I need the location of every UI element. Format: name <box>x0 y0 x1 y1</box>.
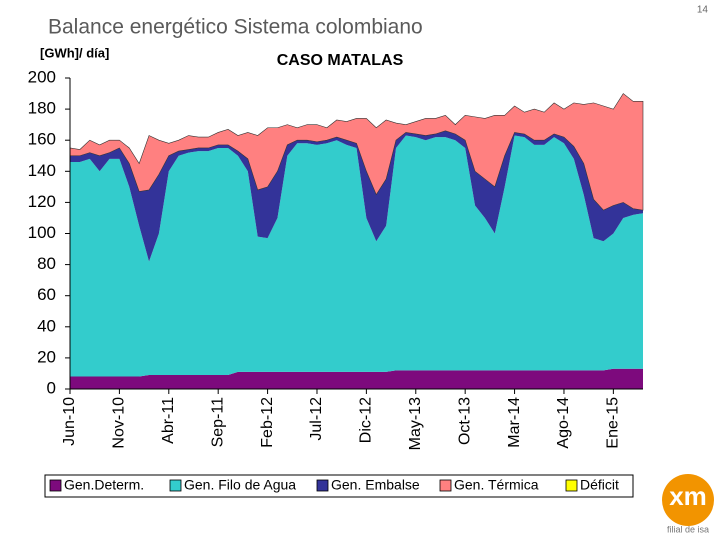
y-tick-label: 40 <box>37 316 56 335</box>
y-tick-label: 0 <box>47 378 56 397</box>
x-tick-label: Feb-12 <box>259 397 276 448</box>
y-tick-label: 100 <box>28 223 56 242</box>
y-tick-label: 180 <box>28 99 56 118</box>
y-axis-label: [GWh]/ día] <box>40 45 109 60</box>
legend-swatch <box>565 479 578 492</box>
logo-text: xm <box>669 481 707 511</box>
x-tick-label: Jun-10 <box>61 397 78 446</box>
area <box>69 93 644 211</box>
x-tick-label: Dic-12 <box>358 397 375 443</box>
y-tick-label: 60 <box>37 285 56 304</box>
area <box>70 135 643 377</box>
y-tick-label: 140 <box>28 161 56 180</box>
logo-caption: filial de isa <box>667 524 709 534</box>
x-tick-label: Ene-15 <box>605 397 622 449</box>
slide-title: Balance energético Sistema colombiano <box>48 16 423 39</box>
y-tick-label: 80 <box>37 254 56 273</box>
logo: xm filial de isa <box>662 474 714 534</box>
x-tick-label: Oct-13 <box>456 397 473 445</box>
legend-swatch <box>49 479 62 492</box>
legend-label: Gen. Filo de Agua <box>184 477 296 493</box>
legend-label: Déficit <box>580 477 619 493</box>
y-tick-label: 160 <box>28 130 56 149</box>
legend-label: Gen.Determ. <box>64 477 144 493</box>
x-tick-label: Abr-11 <box>160 397 177 444</box>
x-tick-label: Sep-11 <box>209 397 226 448</box>
chart-title: CASO MATALAS <box>277 52 404 69</box>
legend-label: Gen. Embalse <box>331 477 420 493</box>
area <box>70 368 643 389</box>
legend-box <box>44 474 634 498</box>
y-tick-label: 200 <box>28 67 56 86</box>
x-tick-label: Nov-10 <box>111 397 128 449</box>
x-tick-label: May-13 <box>407 397 424 450</box>
x-tick-label: Mar-14 <box>506 397 523 448</box>
legend-label: Gen. Térmica <box>454 477 539 493</box>
y-tick-label: 120 <box>28 192 56 211</box>
legend-swatch <box>439 479 452 492</box>
y-tick-label: 20 <box>37 347 56 366</box>
x-tick-label: Ago-14 <box>555 397 572 449</box>
page-number: 14 <box>697 5 709 16</box>
legend-swatch <box>169 479 182 492</box>
x-tick-label: Jul-12 <box>308 397 325 441</box>
legend-swatch <box>316 479 329 492</box>
logo-mark <box>662 474 714 526</box>
